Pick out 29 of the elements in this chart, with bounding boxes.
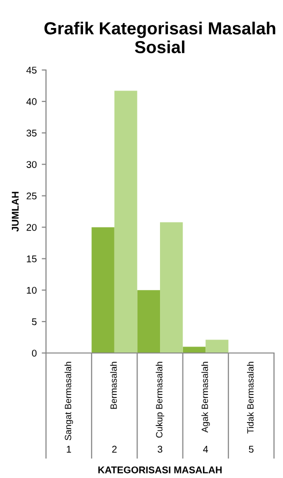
bar xyxy=(137,290,160,353)
x-tick-label: Sangat Bermasalah xyxy=(64,362,74,440)
bar xyxy=(182,346,206,353)
x-tick-label: Agak Bermasalah xyxy=(201,362,210,433)
y-tick-label: 30 xyxy=(26,161,37,168)
bar xyxy=(160,222,183,353)
y-tick-label: 20 xyxy=(26,224,37,231)
bar xyxy=(92,227,114,353)
x-axis-title: KATEGORISASI MASALAH xyxy=(98,466,222,474)
y-tick-label: 10 xyxy=(26,286,37,294)
y-tick-label: 35 xyxy=(26,130,37,137)
text: 5 xyxy=(248,446,254,453)
y-tick-label: 25 xyxy=(26,192,37,200)
text: 1 xyxy=(66,446,72,453)
y-tick-label: 40 xyxy=(26,98,37,106)
y-tick-label: 45 xyxy=(26,66,37,74)
x-tick-label: Cukup Bermasalah xyxy=(156,362,164,438)
y-tick-label: 0 xyxy=(32,350,37,357)
text: 2 xyxy=(112,446,117,453)
y-tick-label: 5 xyxy=(32,318,37,326)
y-axis-title: JUMLAH xyxy=(12,192,19,232)
y-tick-label: 15 xyxy=(26,256,37,262)
text: 3 xyxy=(158,446,162,453)
text: 4 xyxy=(203,446,208,453)
chart-title: Grafik Kategorisasi Masalah Sosial xyxy=(44,22,276,54)
x-tick-label: Bermasalah xyxy=(110,362,117,409)
x-tick-label: Tidak Bermasalah xyxy=(246,362,254,434)
bar xyxy=(114,90,138,353)
bar xyxy=(206,340,228,353)
